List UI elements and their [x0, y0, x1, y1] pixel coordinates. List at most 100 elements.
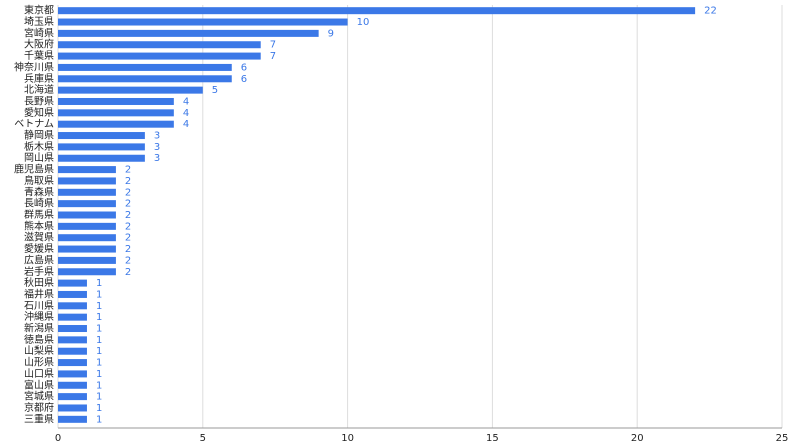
value-label: 7	[270, 40, 276, 51]
x-tick-label: 10	[341, 433, 354, 444]
value-label: 6	[241, 62, 247, 73]
value-label: 4	[183, 108, 189, 119]
value-label: 1	[96, 278, 102, 289]
y-tick-label: 兵庫県	[24, 72, 54, 85]
bar	[58, 222, 116, 230]
value-label: 3	[154, 131, 160, 142]
value-label: 1	[96, 414, 102, 425]
bar	[58, 325, 87, 333]
bar	[58, 177, 116, 185]
y-tick-label: 栃木県	[24, 140, 54, 153]
value-label: 2	[125, 255, 131, 266]
bar	[58, 336, 87, 344]
bar	[58, 347, 87, 355]
y-tick-label: 宮城県	[24, 390, 54, 403]
y-tick-label: 岩手県	[24, 265, 54, 278]
value-label: 1	[96, 392, 102, 403]
value-label: 1	[96, 312, 102, 323]
value-label: 2	[125, 210, 131, 221]
bar	[58, 63, 232, 71]
y-tick-label: ベトナム	[14, 118, 54, 130]
value-label: 6	[241, 74, 247, 85]
bar	[58, 109, 174, 117]
y-tick-label: 宮崎県	[24, 26, 54, 39]
bar	[58, 359, 87, 367]
value-label: 1	[96, 335, 102, 346]
bar	[58, 234, 116, 242]
bar	[58, 268, 116, 276]
value-label: 1	[96, 346, 102, 357]
value-label: 2	[125, 187, 131, 198]
y-tick-label: 熊本県	[24, 219, 54, 232]
value-label: 1	[96, 324, 102, 335]
bar	[58, 279, 87, 287]
value-label: 2	[125, 199, 131, 210]
value-label: 1	[96, 380, 102, 391]
bar	[58, 7, 696, 15]
y-tick-label: 富山県	[24, 378, 54, 391]
y-tick-label: 群馬県	[24, 208, 54, 221]
y-tick-label: 青森県	[24, 185, 54, 198]
bar	[58, 86, 203, 94]
value-label: 2	[125, 267, 131, 278]
x-tick-label: 5	[200, 433, 206, 444]
bar	[58, 120, 174, 128]
y-tick-label: 大阪府	[24, 38, 54, 51]
bar	[58, 256, 116, 264]
value-label: 3	[154, 153, 160, 164]
bar	[58, 245, 116, 253]
bar	[58, 211, 116, 219]
y-tick-label: 愛媛県	[24, 242, 54, 255]
bar	[58, 200, 116, 208]
y-tick-label: 愛知県	[24, 106, 54, 119]
y-tick-label: 徳島県	[24, 333, 54, 346]
bar	[58, 381, 87, 389]
value-label: 7	[270, 51, 276, 62]
x-tick-label: 0	[55, 433, 61, 444]
y-tick-label: 山形県	[24, 357, 54, 369]
y-tick-label: 静岡県	[24, 129, 54, 142]
value-label: 4	[183, 119, 189, 130]
bar	[58, 404, 87, 412]
bar	[58, 41, 261, 49]
y-tick-label: 沖縄県	[24, 310, 54, 323]
y-tick-label: 鳥取県	[24, 174, 54, 187]
y-tick-label: 鹿児島県	[14, 163, 54, 176]
y-tick-label: 山口県	[24, 368, 54, 380]
bar	[58, 415, 87, 423]
bar	[58, 188, 116, 196]
bar	[58, 166, 116, 174]
bar	[58, 143, 145, 151]
y-tick-label: 岡山県	[24, 152, 54, 164]
y-tick-label: 千葉県	[24, 49, 54, 62]
y-tick-label: 京都府	[24, 401, 54, 414]
value-label: 9	[328, 28, 334, 39]
value-label: 1	[96, 289, 102, 300]
bar	[58, 29, 319, 37]
bar	[58, 313, 87, 321]
y-tick-label: 石川県	[24, 300, 54, 312]
bar	[58, 393, 87, 401]
bar	[58, 290, 87, 298]
x-tick-label: 15	[486, 433, 499, 444]
bar	[58, 52, 261, 60]
value-label: 1	[96, 301, 102, 312]
value-label: 1	[96, 403, 102, 414]
y-tick-label: 山梨県	[24, 344, 54, 357]
value-label: 3	[154, 142, 160, 153]
y-tick-label: 東京都	[24, 4, 54, 17]
y-tick-label: 長崎県	[24, 197, 54, 210]
value-label: 2	[125, 176, 131, 187]
value-label: 4	[183, 96, 189, 107]
y-tick-label: 広島県	[24, 253, 54, 266]
bar	[58, 154, 145, 162]
y-tick-label: 福井県	[24, 287, 54, 300]
bar	[58, 302, 87, 310]
y-tick-label: 滋賀県	[24, 231, 54, 244]
value-label: 2	[125, 244, 131, 255]
value-label: 2	[125, 165, 131, 176]
y-tick-label: 秋田県	[24, 276, 54, 289]
bar	[58, 132, 145, 140]
